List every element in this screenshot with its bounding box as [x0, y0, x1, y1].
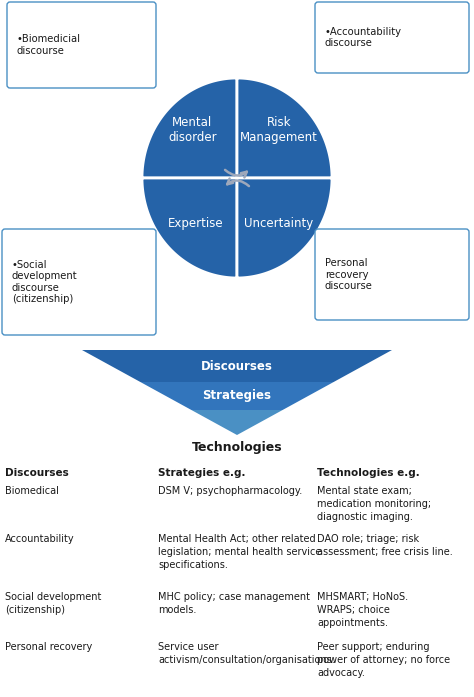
Polygon shape [140, 382, 334, 410]
FancyBboxPatch shape [315, 2, 469, 73]
FancyBboxPatch shape [315, 229, 469, 320]
Text: Strategies: Strategies [202, 390, 272, 402]
Text: Accountability: Accountability [5, 534, 74, 544]
Polygon shape [237, 178, 332, 278]
Text: •Accountability
discourse: •Accountability discourse [325, 26, 402, 48]
Polygon shape [237, 78, 332, 178]
Text: Strategies e.g.: Strategies e.g. [158, 468, 246, 478]
Text: Personal
recovery
discourse: Personal recovery discourse [325, 258, 373, 291]
Polygon shape [82, 350, 392, 382]
Text: DSM V; psychopharmacology.: DSM V; psychopharmacology. [158, 486, 302, 496]
FancyBboxPatch shape [7, 2, 156, 88]
Text: Risk
Management: Risk Management [240, 116, 318, 144]
Text: Personal recovery: Personal recovery [5, 642, 92, 652]
Text: •Social
development
discourse
(citizenship): •Social development discourse (citizensh… [12, 259, 78, 305]
Text: Mental state exam;
medication monitoring;
diagnostic imaging.: Mental state exam; medication monitoring… [317, 486, 431, 521]
Text: Mental
disorder: Mental disorder [168, 116, 217, 144]
Text: Uncertainty: Uncertainty [244, 217, 313, 229]
Polygon shape [142, 178, 237, 278]
Text: Mental Health Act; other related
legislation; mental health service
specificatio: Mental Health Act; other related legisla… [158, 534, 321, 569]
Polygon shape [142, 78, 237, 178]
Text: Discourses: Discourses [5, 468, 69, 478]
Text: Discourses: Discourses [201, 360, 273, 372]
FancyBboxPatch shape [2, 229, 156, 335]
Text: MHC policy; case management
models.: MHC policy; case management models. [158, 592, 310, 615]
Text: Social development
(citizenship): Social development (citizenship) [5, 592, 101, 615]
Text: MHSMART; HoNoS.
WRAPS; choice
appointments.: MHSMART; HoNoS. WRAPS; choice appointmen… [317, 592, 408, 627]
Text: DAO role; triage; risk
assessment; free crisis line.: DAO role; triage; risk assessment; free … [317, 534, 453, 557]
Text: Expertise: Expertise [167, 217, 223, 229]
Text: Technologies: Technologies [191, 441, 283, 454]
Text: Peer support; enduring
power of attorney; no force
advocacy.: Peer support; enduring power of attorney… [317, 642, 450, 677]
Text: Technologies e.g.: Technologies e.g. [317, 468, 420, 478]
Text: •Biomedicial
discourse: •Biomedicial discourse [17, 34, 81, 56]
Polygon shape [191, 410, 283, 435]
Text: Service user
activism/consultation/organisations.: Service user activism/consultation/organ… [158, 642, 335, 665]
Text: Biomedical: Biomedical [5, 486, 59, 496]
